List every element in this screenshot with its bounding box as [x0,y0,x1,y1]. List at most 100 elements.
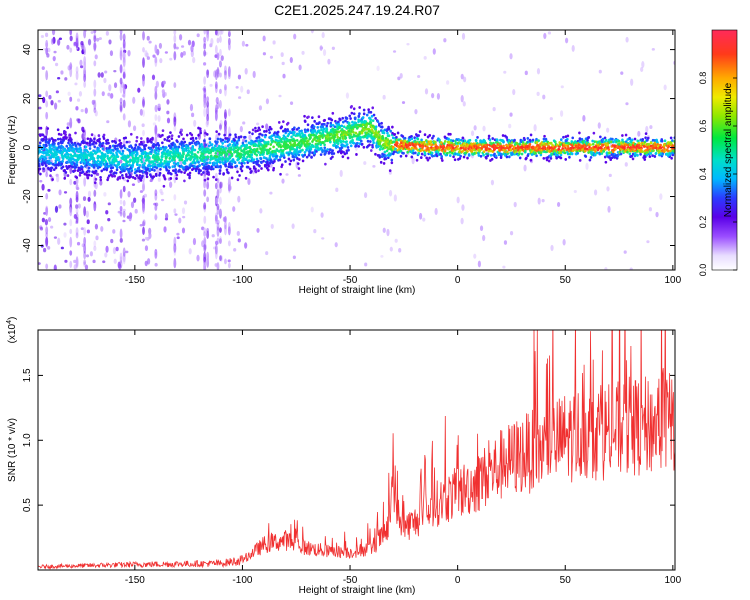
spectrogram-signal-cell [415,158,419,162]
spectrogram-signal-cell [228,143,232,146]
spectrogram-signal-cell [95,161,98,165]
spectrogram-background-cell [144,236,149,241]
spectrogram-background-cell [79,59,83,67]
spectrogram-streak-cell [119,77,123,85]
spectrogram-streak-cell [173,43,177,50]
spectrogram-signal-cell [285,145,288,149]
spectrogram-signal-cell [414,151,417,155]
spectrogram-streak-cell [227,66,231,77]
spectrogram-signal-cell [489,153,493,157]
spectrogram-background-cell [178,217,182,224]
spectrogram-signal-cell [170,137,174,141]
spectrogram-signal-cell [268,131,271,135]
spectrogram-signal-cell [92,140,96,144]
spectrogram-signal-cell [167,169,171,173]
spectrogram-background-cell [543,32,547,40]
spectrogram-signal-cell [152,145,155,149]
spectrogram-signal-cell [216,165,220,169]
spectrogram-background-cell [573,190,577,194]
spectrogram-signal-cell [187,146,190,150]
spectrogram-signal-cell [158,171,162,175]
spectrogram-signal-cell [374,152,377,156]
spectrogram-signal-cell [107,141,110,145]
spectrogram-background-cell [74,82,78,86]
spectrogram-signal-cell [205,161,209,165]
spectrogram-background-cell [157,177,161,182]
spectrogram-streak-cell [206,227,210,234]
spectrogram-background-cell [242,121,246,125]
spectrogram-signal-cell [105,168,108,172]
spectrogram-background-cell [148,40,152,44]
spectrogram-signal-cell [99,163,103,167]
spectrogram-signal-cell [279,145,283,149]
spectrogram-signal-cell [335,133,339,137]
spectrogram-background-cell [630,78,634,86]
spectrogram-streak-cell [173,174,177,184]
spectrogram-signal-cell [327,151,331,155]
spectrogram-signal-cell [418,130,422,133]
spectrogram-signal-cell [446,151,449,155]
spectrogram-background-cell [606,186,610,192]
spectrogram-signal-cell [273,159,276,163]
spectrogram-signal-cell [174,168,178,172]
spectrogram-background-cell [219,119,223,127]
spectrogram-signal-cell [85,156,89,160]
spectrogram-signal-cell [250,156,254,159]
spectrogram-signal-cell [222,172,225,175]
spectrogram-signal-cell [534,151,537,155]
spectrogram-signal-cell [280,125,283,129]
spectrogram-signal-cell [257,126,261,130]
spectrogram-background-cell [146,56,150,60]
spectrogram-signal-cell [129,175,132,179]
spectrogram-signal-cell [38,162,41,166]
spectrogram-streak-cell [216,237,220,245]
spectrogram-streak-cell [83,80,87,88]
spectrogram-background-cell [163,226,167,233]
spectrogram-signal-cell [106,138,110,142]
spectrogram-signal-cell [529,133,533,137]
spectrogram-signal-cell [544,137,548,141]
spectrogram-background-cell [155,80,159,88]
spectrogram-signal-cell [360,142,364,146]
spectrogram-background-cell [242,138,246,143]
spectrogram-signal-cell [580,137,584,141]
spectrogram-background-cell [297,174,301,177]
spectrogram-signal-cell [578,131,581,135]
spectrogram-signal-cell [148,147,152,151]
spectrogram-signal-cell [233,161,237,165]
spectrogram-signal-cell [500,152,503,156]
spectrogram-signal-cell [505,155,509,159]
spectrogram-signal-cell [175,173,179,177]
spectrogram-background-cell [562,239,566,246]
spectrogram-signal-cell [251,128,255,132]
spectrogram-signal-cell [443,149,447,153]
spectrogram-streak-cell [173,82,177,89]
spectrogram-signal-cell [643,158,647,161]
spectrogram-signal-cell [312,125,316,129]
spectrogram-signal-cell [81,165,84,169]
spectrogram-background-cell [245,43,249,47]
spectrogram-signal-cell [262,150,266,154]
spectrogram-signal-cell [330,118,334,122]
spectrogram-background-cell [63,222,67,226]
spectrogram-streak-cell [214,111,218,122]
spectrogram-signal-cell [309,133,313,137]
spectrogram-signal-cell [384,157,388,161]
spectrogram-streak-cell [119,65,123,74]
spectrogram-streak-cell [119,101,123,112]
spectrogram-signal-cell [167,171,170,175]
spectrogram-background-cell [190,45,194,53]
spectrogram-background-cell [502,265,506,269]
spectrogram-signal-cell [278,158,282,162]
spectrogram-signal-cell [371,143,374,147]
spectrogram-streak-cell [45,263,49,270]
spectrogram-background-cell [110,238,114,244]
spectrogram-signal-cell [279,172,282,176]
spectrogram-streak-cell [122,56,126,67]
spectrogram-background-cell [55,90,59,94]
spectrogram-signal-cell [641,150,645,153]
spectrogram-signal-cell [198,127,202,131]
spectrogram-streak-cell [203,215,207,224]
spectrogram-signal-cell [108,144,112,148]
spectrogram-signal-cell [392,150,396,154]
